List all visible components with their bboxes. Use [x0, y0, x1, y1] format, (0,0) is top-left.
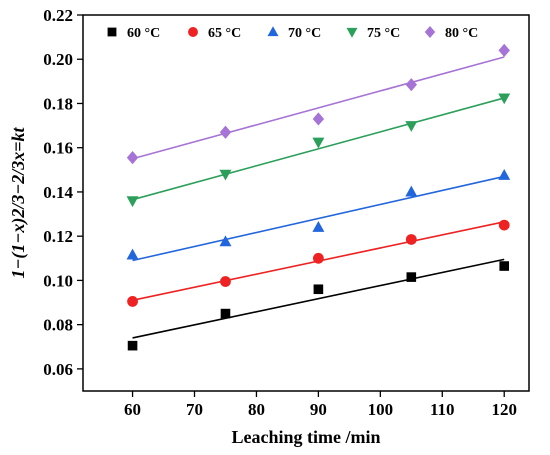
- fit-line-series-2: [132, 175, 505, 262]
- legend-marker-series-0: [107, 27, 117, 37]
- x-tick-label: 90: [310, 400, 327, 419]
- y-tick-label: 0.10: [43, 271, 73, 290]
- fit-lines: [132, 56, 505, 339]
- data-point-series-0: [220, 308, 231, 319]
- data-point-series-3: [219, 169, 232, 181]
- x-tick-label: 110: [430, 400, 455, 419]
- data-point-series-4: [126, 151, 139, 165]
- data-point-series-0: [127, 340, 138, 351]
- data-point-series-0: [313, 284, 324, 295]
- y-tick-label: 0.18: [43, 94, 73, 113]
- data-point-series-1: [405, 234, 417, 245]
- data-point-series-2: [219, 235, 232, 247]
- legend: 60 °C 65 °C 70 °C 75 °C 80 °C: [107, 25, 478, 41]
- data-point-series-0: [499, 261, 510, 271]
- legend-label-series-2: 70 °C: [288, 26, 321, 41]
- legend-label-series-0: 60 °C: [127, 26, 160, 41]
- data-point-series-2: [405, 185, 418, 197]
- legend-label-series-4: 80 °C: [445, 26, 478, 41]
- y-tick-label: 0.16: [43, 139, 73, 158]
- data-point-series-2: [126, 248, 139, 260]
- fit-line-series-3: [132, 97, 505, 201]
- data-point-series-3: [312, 137, 325, 149]
- fit-line-series-4: [132, 56, 505, 160]
- data-point-series-0: [406, 272, 417, 282]
- legend-marker-series-1: [188, 27, 198, 37]
- data-markers: [126, 43, 511, 351]
- data-point-series-1: [498, 219, 510, 231]
- fit-line-series-0: [132, 258, 505, 339]
- y-tick-label: 0.22: [43, 6, 73, 25]
- legend-label-series-1: 65 °C: [208, 26, 241, 41]
- y-tick-label: 0.12: [43, 227, 73, 246]
- data-point-series-3: [126, 196, 139, 208]
- y-tick-label: 0.20: [43, 50, 73, 69]
- plot-frame: [82, 14, 530, 392]
- data-point-series-4: [498, 43, 510, 57]
- data-point-series-4: [312, 112, 325, 126]
- x-tick-label: 60: [124, 400, 141, 419]
- x-axis-title: Leaching time /min: [232, 427, 381, 447]
- y-tick-label: 0.14: [43, 183, 73, 202]
- y-tick-label: 0.06: [43, 360, 73, 379]
- data-point-series-3: [405, 121, 418, 132]
- legend-marker-series-3: [346, 27, 358, 38]
- y-tick-label: 0.08: [43, 316, 73, 335]
- x-tick-label: 70: [186, 400, 203, 419]
- x-tick-label: 120: [491, 400, 517, 419]
- legend-marker-series-4: [424, 25, 436, 39]
- data-point-series-4: [405, 78, 418, 92]
- legend-marker-series-2: [267, 26, 279, 37]
- data-point-series-3: [498, 93, 511, 105]
- y-axis-title: 1−(1−x)2/3−2/3x=kt: [8, 127, 29, 279]
- data-point-series-2: [498, 169, 511, 180]
- data-point-series-4: [219, 125, 232, 139]
- ticks-layer: 60 70 80 90 100 110 120 0.06 0.08 0.10 0.12 0.14 0.1…: [43, 6, 517, 419]
- data-point-series-1: [312, 252, 324, 264]
- data-point-series-2: [312, 221, 325, 232]
- x-tick-label: 80: [248, 400, 265, 419]
- data-point-series-1: [127, 296, 138, 307]
- legend-label-series-3: 75 °C: [367, 26, 400, 41]
- x-tick-label: 100: [368, 400, 394, 419]
- data-point-series-1: [220, 276, 231, 287]
